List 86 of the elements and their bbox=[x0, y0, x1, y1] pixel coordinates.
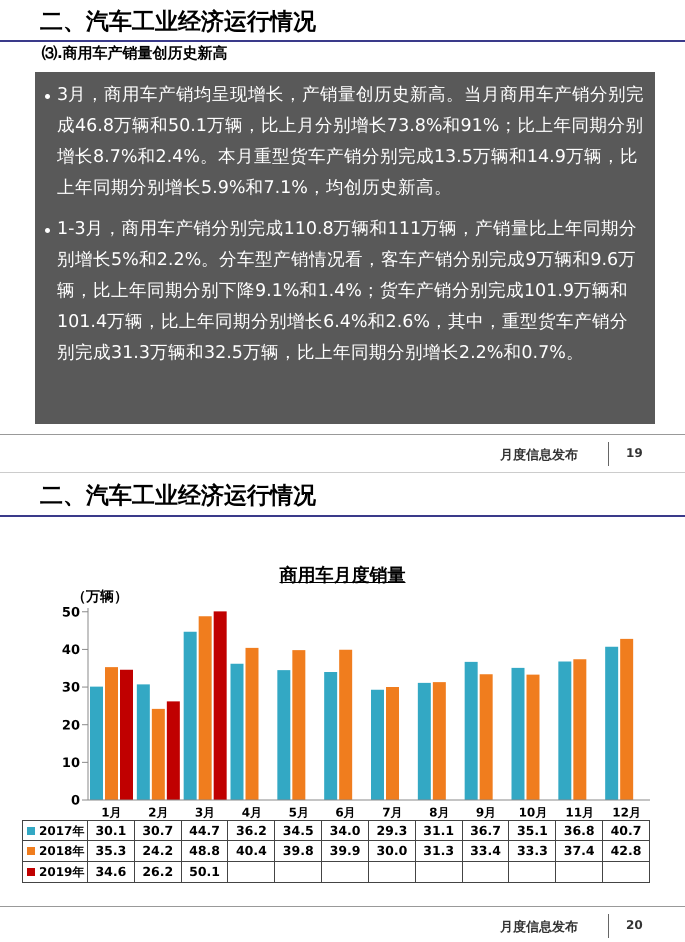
text: 月度信息发布 bbox=[500, 918, 578, 936]
data-label: 26.2 bbox=[134, 862, 182, 883]
bar bbox=[526, 674, 540, 800]
data-label: 33.4 bbox=[462, 841, 510, 862]
data-label: 42.8 bbox=[603, 841, 650, 862]
legend-label: 2017年 bbox=[39, 824, 84, 838]
chart-title: 商用车月度销量 bbox=[278, 564, 406, 587]
data-label: 36.2 bbox=[228, 820, 276, 841]
x-tick-label: 10月 bbox=[518, 806, 548, 820]
bar bbox=[620, 638, 634, 800]
y-tick-label: 50 bbox=[62, 605, 80, 620]
text: 1-3月，商用车产销分别完成110.8万辆和111万辆，产销量比上年同期分别增长5%和2.2%。分车型产销情况看，客车产销分别完成9万辆和9.6万辆，比上年同期分别下降9.1%和1.4%；货车产销分别完成101.9万辆和101.4万辆，比上年同期分别增长6.4%和2.6%，其中，重型货车产销分别完成31.3万辆和32.5万辆，比上年同期分别增长2.2%和0.7%。 bbox=[56, 218, 638, 365]
data-label: 40.7 bbox=[603, 820, 650, 841]
data-label: 30.1 bbox=[88, 820, 135, 841]
y-tick-label: 0 bbox=[70, 794, 80, 809]
data-label: 50.1 bbox=[182, 862, 228, 883]
data-label: 35.3 bbox=[88, 841, 135, 862]
data-label: 44.7 bbox=[182, 820, 228, 841]
bar bbox=[558, 661, 572, 800]
x-tick-label: 2月 bbox=[148, 806, 168, 820]
y-tick-label: 20 bbox=[62, 718, 80, 734]
y-axis-title: （万辆） bbox=[72, 588, 128, 606]
bar bbox=[573, 659, 586, 800]
x-tick-label: 7月 bbox=[382, 806, 403, 820]
text: 3月，商用车产销均呈现增长，产销量创历史新高。当月商用车产销分别完成46.8万辆和50.1万辆，比上月分别增长73.8%和91%；比上年同期分别增长8.7%和2.4%。本月重型货车产销分别完成13.5万辆和14.9万辆，比上年同期分别增长5.9%和7.1%，均创历史新高。 bbox=[56, 84, 645, 200]
data-label: 24.2 bbox=[134, 841, 182, 862]
bar bbox=[152, 708, 165, 800]
data-label: 30.7 bbox=[134, 820, 182, 841]
text: 月度信息发布 bbox=[500, 446, 578, 464]
y-tick-label: 40 bbox=[62, 643, 80, 658]
data-label: 31.1 bbox=[416, 820, 463, 841]
data-label: 39.8 bbox=[275, 841, 322, 862]
bar bbox=[324, 672, 338, 800]
bar bbox=[136, 684, 150, 800]
bar bbox=[90, 686, 103, 800]
data-label: 34.0 bbox=[322, 820, 369, 841]
text: ⑶.商用车产销量创历史新高 bbox=[42, 44, 228, 63]
y-tick-label: 10 bbox=[62, 756, 80, 771]
x-tick-label: 9月 bbox=[476, 806, 496, 820]
bar bbox=[480, 674, 493, 800]
data-label: 34.6 bbox=[88, 862, 135, 883]
bar bbox=[512, 668, 524, 800]
legend-label: 2018年 bbox=[39, 844, 84, 858]
x-tick-label: 11月 bbox=[565, 806, 594, 820]
bar bbox=[214, 611, 227, 800]
data-label: 35.1 bbox=[509, 820, 556, 841]
bar bbox=[246, 648, 258, 800]
bar bbox=[432, 682, 446, 800]
text: 20 bbox=[626, 918, 643, 932]
x-tick-label: 8月 bbox=[429, 806, 450, 820]
data-label: 33.3 bbox=[509, 841, 556, 862]
data-label: 39.9 bbox=[322, 841, 369, 862]
data-label: 29.3 bbox=[368, 820, 416, 841]
y-tick-label: 30 bbox=[62, 680, 80, 696]
legend-label: 2019年 bbox=[39, 865, 84, 879]
x-tick-label: 6月 bbox=[335, 806, 356, 820]
bar bbox=[105, 667, 118, 800]
bar bbox=[277, 670, 290, 800]
data-label: 36.8 bbox=[556, 820, 604, 841]
bar bbox=[386, 687, 399, 800]
x-tick-label: 3月 bbox=[194, 806, 216, 820]
data-label: 30.0 bbox=[368, 841, 416, 862]
bar bbox=[292, 650, 306, 800]
bar bbox=[120, 670, 133, 800]
bar bbox=[166, 701, 180, 800]
bar bbox=[418, 682, 431, 800]
x-tick-label: 1月 bbox=[101, 806, 122, 820]
data-label: 34.5 bbox=[275, 820, 322, 841]
text: 二、汽车工业经济运行情况 bbox=[40, 482, 316, 511]
data-label: 37.4 bbox=[556, 841, 604, 862]
bar bbox=[198, 616, 212, 800]
data-label: 48.8 bbox=[182, 841, 228, 862]
data-label: 31.3 bbox=[416, 841, 463, 862]
text: 19 bbox=[626, 446, 643, 460]
bar bbox=[371, 690, 384, 800]
text: 二、汽车工业经济运行情况 bbox=[40, 8, 316, 37]
bar bbox=[230, 664, 244, 800]
x-tick-label: 5月 bbox=[288, 806, 309, 820]
data-label: 40.4 bbox=[228, 841, 276, 862]
x-tick-label: 12月 bbox=[612, 806, 641, 820]
bar bbox=[605, 646, 618, 800]
bar bbox=[184, 632, 197, 800]
data-label: 36.7 bbox=[462, 820, 510, 841]
bar bbox=[464, 662, 478, 800]
x-tick-label: 4月 bbox=[242, 806, 262, 820]
bar bbox=[339, 650, 352, 800]
